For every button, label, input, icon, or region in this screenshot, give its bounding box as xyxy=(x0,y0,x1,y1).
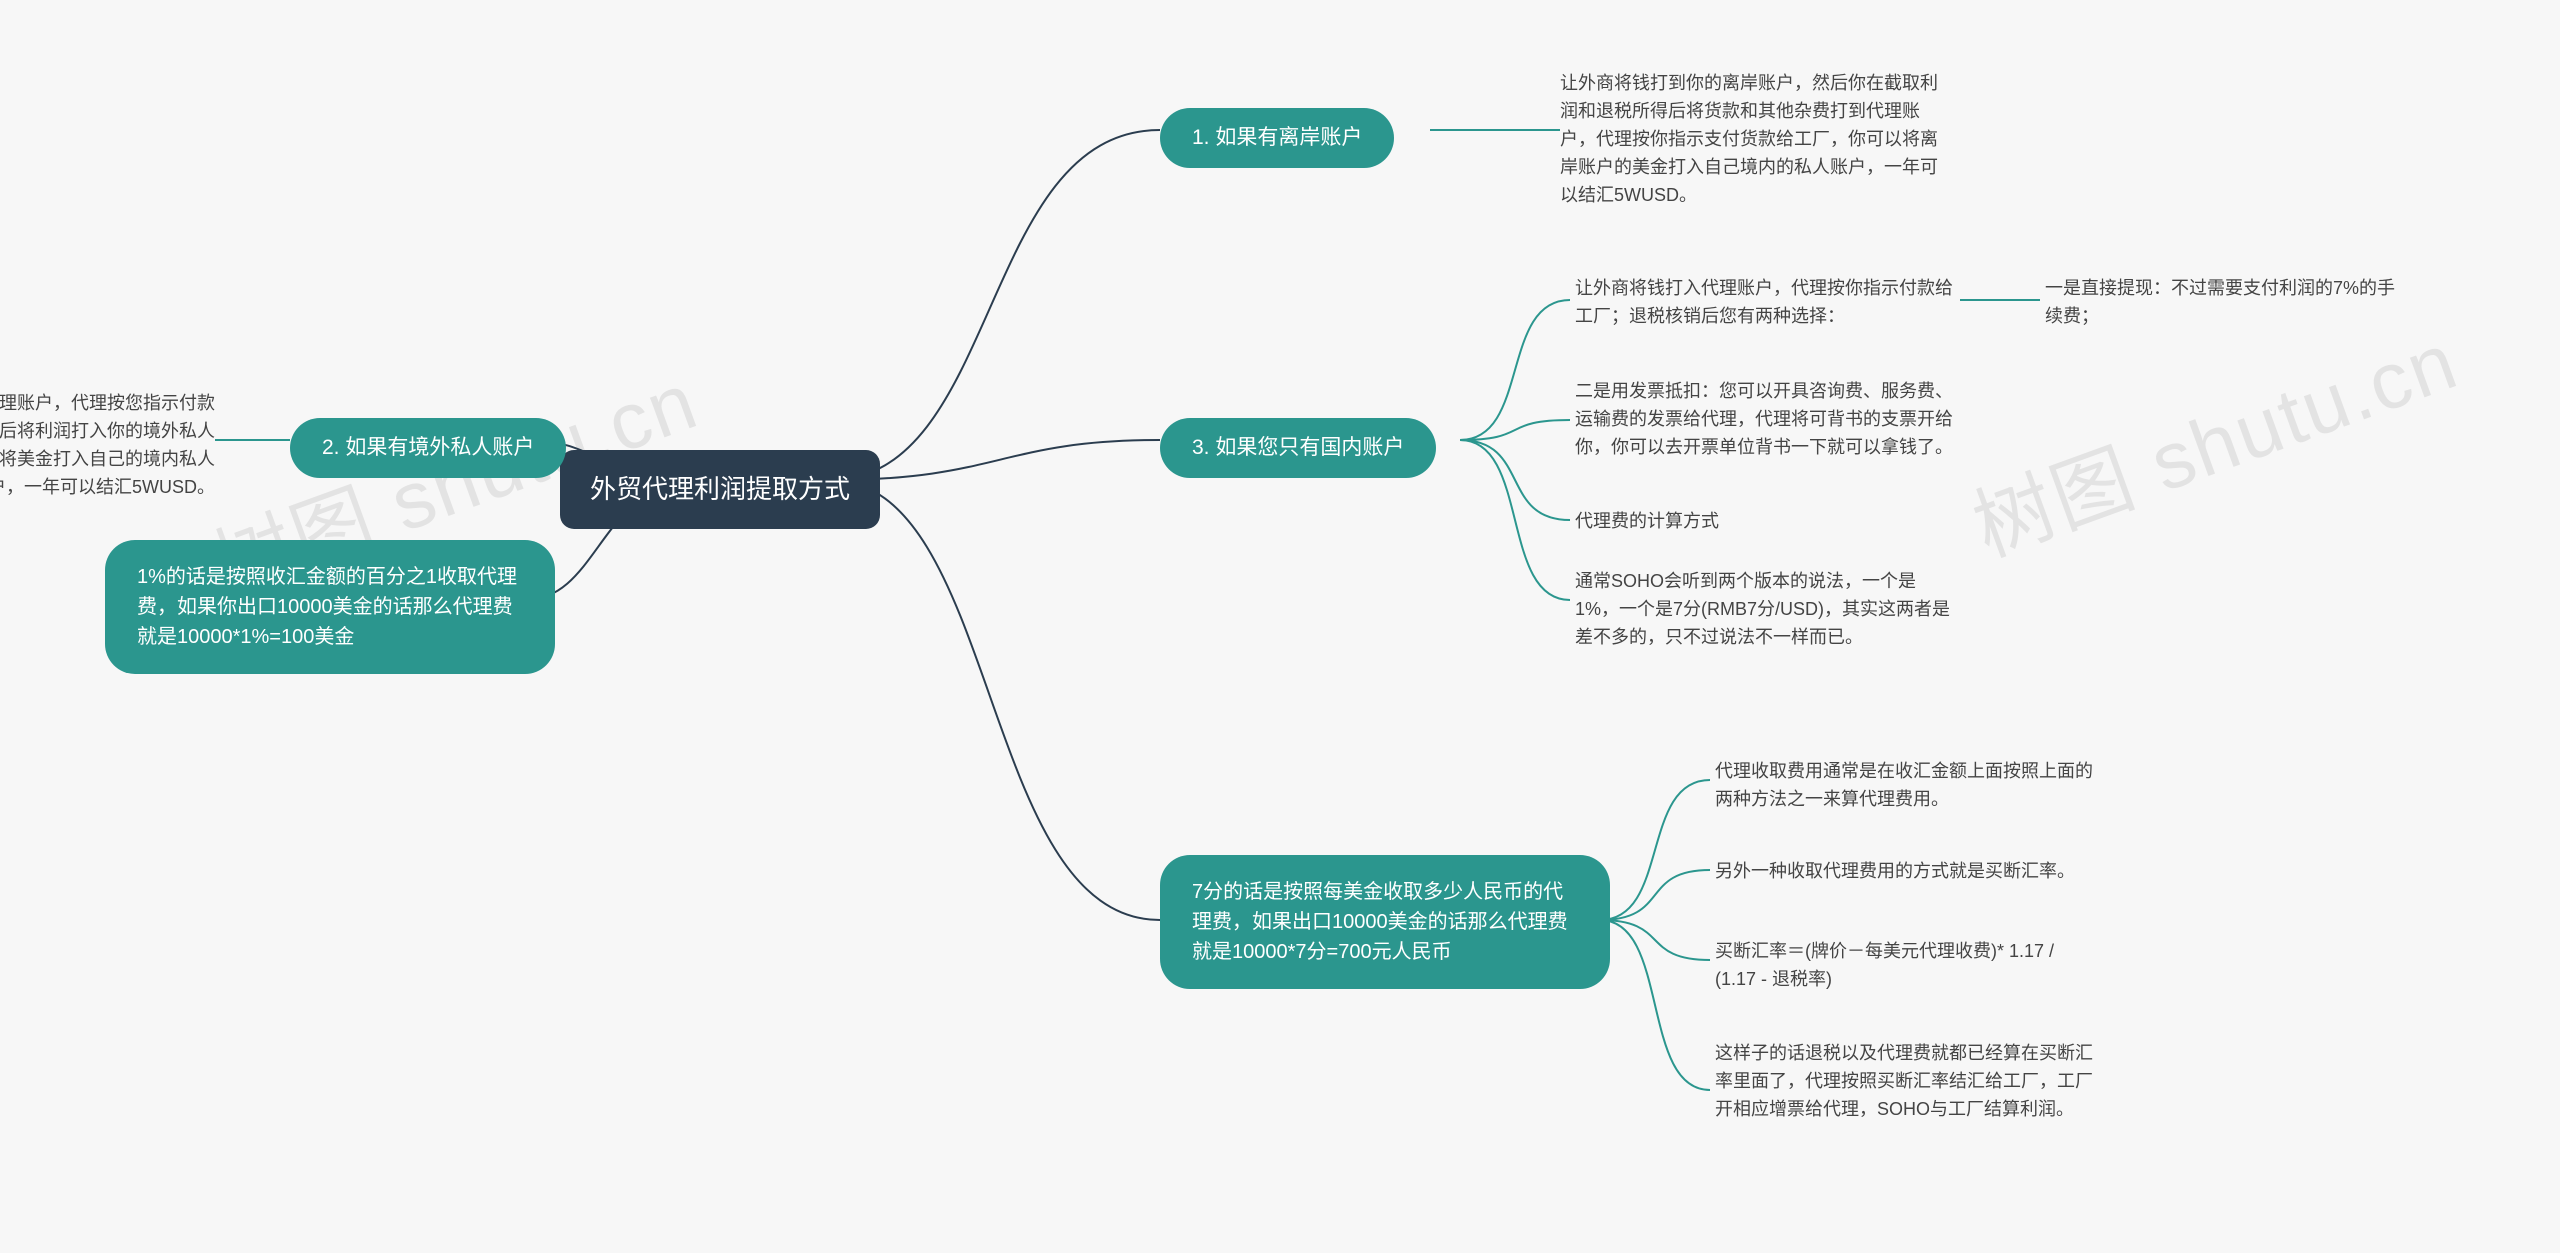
branch-offshore[interactable]: 1. 如果有离岸账户 xyxy=(1160,108,1394,168)
branch-one-percent[interactable]: 1%的话是按照收汇金额的百分之1收取代理费，如果你出口10000美金的话那么代理… xyxy=(105,540,555,674)
leaf-offshore-detail: 让外商将钱打到你的离岸账户，然后你在截取利润和退税所得后将货款和其他杂费打到代理… xyxy=(1560,70,1940,209)
leaf-domestic-choice-sub: 一是直接提现：不过需要支付利润的7%的手续费； xyxy=(2045,275,2405,331)
leaf-agent-fee-calc: 代理费的计算方式 xyxy=(1575,508,1719,536)
leaf-domestic-choice: 让外商将钱打入代理账户，代理按你指示付款给工厂；退税核销后您有两种选择： xyxy=(1575,275,1955,331)
branch-seven-fen[interactable]: 7分的话是按照每美金收取多少人民币的代理费，如果出口10000美金的话那么代理费… xyxy=(1160,855,1610,989)
leaf-agent-fee-usual: 代理收取费用通常是在收汇金额上面按照上面的两种方法之一来算代理费用。 xyxy=(1715,758,2095,814)
watermark: 树图 shutu.cn xyxy=(1955,297,2471,579)
leaf-buyout-rate-explain: 这样子的话退税以及代理费就都已经算在买断汇率里面了，代理按照买断汇率结汇给工厂，… xyxy=(1715,1040,2095,1124)
leaf-buyout-rate-intro: 另外一种收取代理费用的方式就是买断汇率。 xyxy=(1715,858,2075,886)
leaf-buyout-rate-formula: 买断汇率＝(牌价－每美元代理收费)* 1.17 / (1.17 - 退税率) xyxy=(1715,938,2095,994)
branch-overseas-personal[interactable]: 2. 如果有境外私人账户 xyxy=(290,418,566,478)
leaf-invoice-deduct: 二是用发票抵扣：您可以开具咨询费、服务费、运输费的发票给代理，代理将可背书的支票… xyxy=(1575,378,1955,462)
leaf-overseas-personal-detail: 让外商将钱打入代理账户，代理按您指示付款给工厂，退税核销后将利润打入你的境外私人… xyxy=(0,390,215,502)
root-node[interactable]: 外贸代理利润提取方式 xyxy=(560,450,880,529)
branch-domestic-only[interactable]: 3. 如果您只有国内账户 xyxy=(1160,418,1436,478)
leaf-soho-versions: 通常SOHO会听到两个版本的说法，一个是1%，一个是7分(RMB7分/USD)，… xyxy=(1575,568,1955,652)
